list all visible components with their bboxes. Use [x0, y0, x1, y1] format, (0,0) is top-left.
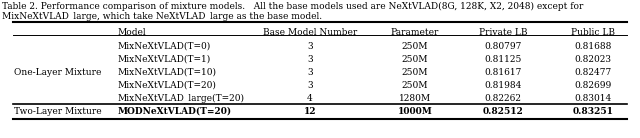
- Text: MixNeXtVLAD(T=20): MixNeXtVLAD(T=20): [118, 81, 217, 90]
- Text: 0.82512: 0.82512: [483, 107, 524, 116]
- Text: 12: 12: [304, 107, 316, 116]
- Text: 0.81125: 0.81125: [484, 55, 522, 64]
- Text: 3: 3: [307, 68, 313, 77]
- Text: 0.80797: 0.80797: [484, 42, 522, 51]
- Text: MixNeXtVLAD(T=0): MixNeXtVLAD(T=0): [118, 42, 211, 51]
- Text: Model: Model: [118, 28, 147, 37]
- Text: MixNeXtVLAD_large, which take NeXtVLAD_large as the base model.: MixNeXtVLAD_large, which take NeXtVLAD_l…: [2, 11, 322, 21]
- Text: 250M: 250M: [402, 42, 428, 51]
- Text: MixNeXtVLAD(T=10): MixNeXtVLAD(T=10): [118, 68, 217, 77]
- Text: 0.82023: 0.82023: [575, 55, 611, 64]
- Text: 250M: 250M: [402, 81, 428, 90]
- Text: 1000M: 1000M: [397, 107, 433, 116]
- Text: 0.81688: 0.81688: [574, 42, 612, 51]
- Text: MixNeXtVLAD(T=1): MixNeXtVLAD(T=1): [118, 55, 211, 64]
- Text: Two-Layer Mixture: Two-Layer Mixture: [14, 107, 102, 116]
- Text: 0.81984: 0.81984: [484, 81, 522, 90]
- Text: 0.81617: 0.81617: [484, 68, 522, 77]
- Text: 0.82477: 0.82477: [574, 68, 612, 77]
- Text: 3: 3: [307, 81, 313, 90]
- Text: 250M: 250M: [402, 55, 428, 64]
- Text: Private LB: Private LB: [479, 28, 527, 37]
- Text: 0.83014: 0.83014: [574, 94, 612, 103]
- Text: One-Layer Mixture: One-Layer Mixture: [14, 68, 101, 77]
- Text: 0.82699: 0.82699: [574, 81, 612, 90]
- Text: Parameter: Parameter: [391, 28, 439, 37]
- Text: 0.83251: 0.83251: [573, 107, 614, 116]
- Text: 3: 3: [307, 55, 313, 64]
- Text: 0.82262: 0.82262: [484, 94, 522, 103]
- Text: Public LB: Public LB: [571, 28, 615, 37]
- Text: 1280M: 1280M: [399, 94, 431, 103]
- Text: 3: 3: [307, 42, 313, 51]
- Text: 250M: 250M: [402, 68, 428, 77]
- Text: Base Model Number: Base Model Number: [263, 28, 357, 37]
- Text: Table 2. Performance comparison of mixture models.   All the base models used ar: Table 2. Performance comparison of mixtu…: [2, 2, 584, 11]
- Text: 4: 4: [307, 94, 313, 103]
- Text: MODNeXtVLAD(T=20): MODNeXtVLAD(T=20): [118, 107, 232, 116]
- Text: MixNeXtVLAD_large(T=20): MixNeXtVLAD_large(T=20): [118, 94, 245, 103]
